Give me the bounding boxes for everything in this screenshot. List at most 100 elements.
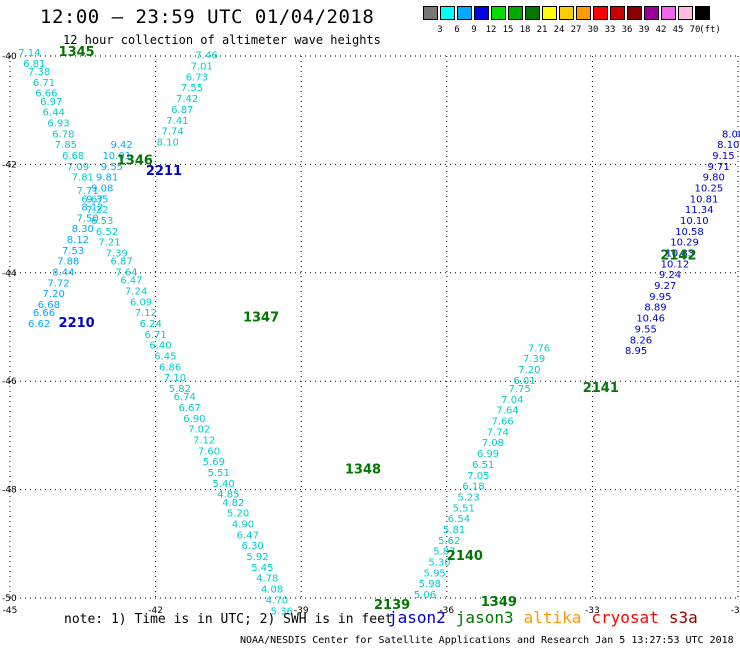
wave-height-point: 7.46 (195, 51, 217, 62)
wave-height-point: 7.71 (77, 186, 99, 197)
legend-cryosat: cryosat (591, 608, 659, 627)
scale-swatch (525, 6, 540, 20)
wave-height-point: 6.87 (171, 105, 193, 116)
wave-height-point: 8.10 (717, 140, 739, 151)
wave-height-point: 5.51 (453, 503, 475, 514)
wave-height-point: 6.99 (477, 449, 499, 460)
scale-tick-label: 30 (587, 25, 599, 35)
scale-swatch (440, 6, 455, 20)
wave-height-point: 7.88 (57, 257, 79, 268)
wave-height-point: 6.40 (149, 341, 171, 352)
legend-altika: altika (523, 608, 582, 627)
x-tick-label: -36 (439, 606, 454, 616)
scale-swatch (559, 6, 574, 20)
scale-swatch (695, 6, 710, 20)
track-time-label: 1347 (243, 311, 279, 326)
wave-height-point: 5.69 (203, 457, 225, 468)
wave-height-point: 7.85 (55, 140, 77, 151)
wave-height-point: 6.66 (35, 89, 57, 100)
wave-height-point: 10.81 (690, 194, 719, 205)
wave-height-point: 6.18 (462, 482, 484, 493)
wave-height-point: 8.12 (81, 202, 103, 213)
wave-height-point: 9.55 (635, 324, 657, 335)
wave-height-point: 8.95 (625, 346, 647, 357)
wave-height-point: 6.62 (28, 319, 50, 330)
scale-tick-label: 70 (689, 25, 701, 35)
scale-tick-label: 21 (536, 25, 548, 35)
wave-height-point: 5.98 (419, 579, 441, 590)
wave-height-point: 7.22 (86, 205, 108, 216)
wave-height-point: 6.71 (33, 78, 55, 89)
legend-s3a: s3a (668, 608, 698, 627)
wave-height-point: 7.20 (518, 365, 540, 376)
wave-height-point: 9.35 (86, 194, 108, 205)
scale-swatch (678, 6, 693, 20)
wave-height-point: 4.82 (222, 498, 244, 509)
wave-height-point: 7.38 (28, 67, 50, 78)
y-tick-label: -42 (2, 160, 17, 170)
scale-tick-label: 9 (471, 25, 477, 35)
wave-height-point: 6.86 (159, 362, 181, 373)
wave-height-point: 7.05 (467, 471, 489, 482)
wave-height-point: 5.87 (433, 547, 455, 558)
wave-height-point: 7.39 (106, 249, 128, 260)
wave-height-point: 8.44 (52, 268, 74, 279)
scale-tick-label: 12 (485, 25, 497, 35)
scale-unit-label: (ft) (699, 25, 721, 35)
wave-height-point: 9.27 (654, 281, 676, 292)
wave-height-point: 6.53 (91, 216, 113, 227)
wave-height-point: 6.81 (23, 59, 45, 70)
scale-swatch (627, 6, 642, 20)
wave-height-point: 10.10 (680, 216, 709, 227)
wave-height-point: 4.70 (266, 595, 288, 606)
wave-height-point: 5.45 (251, 563, 273, 574)
wave-height-point: 7.50 (77, 213, 99, 224)
wave-height-point: 6.90 (183, 414, 205, 425)
scale-swatch (491, 6, 506, 20)
wave-height-point: 7.12 (193, 436, 215, 447)
wave-height-point: 7.12 (135, 308, 157, 319)
y-tick-label: -46 (2, 377, 17, 387)
wave-height-point: 6.66 (33, 308, 55, 319)
wave-height-point: 9.08 (91, 184, 113, 195)
wave-height-point: 7.42 (176, 94, 198, 105)
x-tick-label: -39 (294, 606, 309, 616)
wave-height-point: 6.67 (81, 194, 103, 205)
note-text: note: 1) Time is in UTC; 2) SWH is in fe… (64, 612, 393, 627)
scale-swatch (542, 6, 557, 20)
wave-height-point: 6.47 (120, 276, 142, 287)
satellite-legend: jason2 jason3 altika cryosat s3a (388, 608, 708, 627)
wave-height-point: 6.54 (448, 514, 470, 525)
wave-height-point: 7.01 (191, 62, 213, 73)
wave-height-point: 6.24 (140, 319, 162, 330)
track-time-label: 2211 (146, 164, 182, 179)
wave-height-point: 6.93 (47, 118, 69, 129)
wave-height-point: 7.41 (166, 116, 188, 127)
wave-height-point: 10.01 (102, 151, 131, 162)
x-tick-label: -33 (585, 606, 600, 616)
wave-height-point: 9.81 (96, 173, 118, 184)
scale-swatch (457, 6, 472, 20)
y-tick-label: -44 (2, 269, 17, 279)
wave-height-point: 6.47 (237, 530, 259, 541)
wave-height-point: 9.95 (649, 292, 671, 303)
wave-height-point: 5.40 (212, 479, 234, 490)
wave-height-point: 7.08 (482, 438, 504, 449)
scale-swatch (423, 6, 438, 20)
wave-height-point: 7.21 (98, 238, 120, 249)
wave-height-point: 7.04 (501, 395, 523, 406)
wave-height-point: 11.34 (685, 205, 714, 216)
wave-height-point: 8.26 (630, 335, 652, 346)
scale-swatch (576, 6, 591, 20)
scale-swatch (474, 6, 489, 20)
y-tick-label: -48 (2, 486, 17, 496)
wave-height-point: 6.09 (130, 297, 152, 308)
wave-height-point: 9.24 (659, 270, 681, 281)
wave-height-point: 7.39 (523, 354, 545, 365)
wave-height-point: 4.85 (217, 490, 239, 501)
scale-tick-label: 45 (672, 25, 684, 35)
wave-height-point: 10.83 (665, 249, 694, 260)
scale-tick-label: 33 (604, 25, 616, 35)
wave-height-point: 10.12 (661, 259, 690, 270)
